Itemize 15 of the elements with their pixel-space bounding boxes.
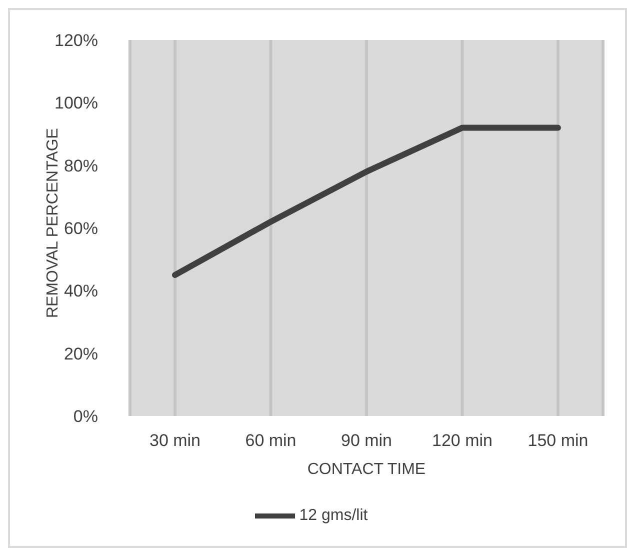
- y-tick-label: 0%: [73, 407, 98, 426]
- y-axis-title: REMOVAL PERCENTAGE: [44, 128, 62, 318]
- y-tick-label: 60%: [64, 219, 98, 238]
- y-tick-label: 120%: [54, 31, 98, 50]
- y-tick-label: 100%: [54, 94, 98, 113]
- x-tick-label: 150 min: [528, 431, 588, 450]
- x-tick-label: 90 min: [340, 431, 392, 450]
- x-axis-title: CONTACT TIME: [307, 461, 426, 478]
- y-tick-label: 80%: [64, 156, 98, 176]
- y-tick-label: 40%: [64, 282, 98, 301]
- x-tick-label: 30 min: [149, 431, 201, 450]
- y-tick-label: 20%: [64, 344, 98, 364]
- x-tick-label: 60 min: [245, 431, 296, 450]
- legend-label: 12 gms/lit: [299, 507, 368, 524]
- x-tick-label: 120 min: [432, 431, 492, 450]
